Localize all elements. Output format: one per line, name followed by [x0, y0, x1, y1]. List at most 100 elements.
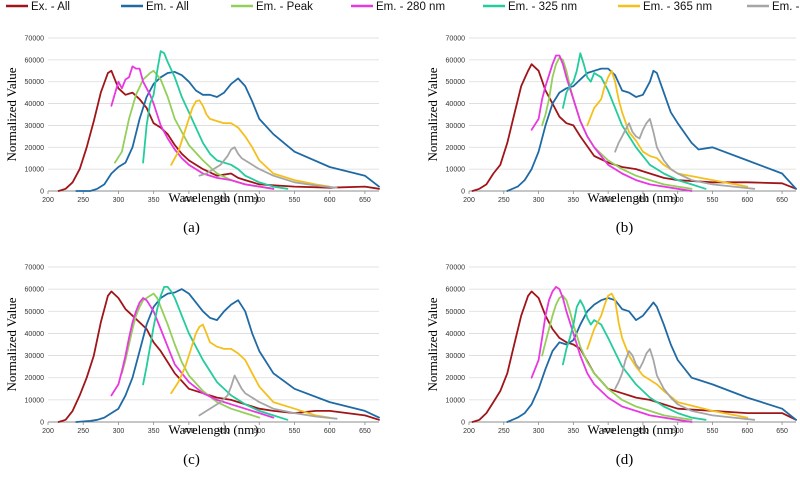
series-line-em-325-nm	[562, 299, 707, 421]
series-group	[471, 52, 797, 192]
x-tick-label: 400	[602, 197, 614, 204]
y-tick-label: 0	[461, 420, 465, 427]
y-tick-label: 30000	[446, 353, 466, 360]
series-line-ex-all	[471, 63, 797, 192]
series-line-em-280-nm	[110, 297, 275, 419]
y-axis-label: Normalized Value	[425, 67, 440, 161]
y-tick-label: 50000	[25, 79, 45, 86]
y-tick-label: 60000	[446, 287, 466, 294]
x-tick-label: 600	[741, 428, 753, 435]
legend-label: Em. - Peak	[256, 1, 313, 13]
x-axis-label: Wavelength (nm)	[168, 422, 258, 437]
x-tick-label: 250	[498, 428, 510, 435]
chart-panel-d: 0 10000 20000 30000 40000 50000 60000 70000 200 2…	[425, 265, 797, 468]
y-tick-label: 30000	[446, 123, 466, 130]
chart-panel-a: 0 10000 20000 30000 40000 50000 60000 70000 200 2…	[4, 36, 380, 236]
x-tick-label: 650	[776, 197, 788, 204]
series-line-em-365-nm	[586, 69, 749, 188]
y-tick-label: 30000	[25, 353, 45, 360]
legend-item-em-280-nm: Em. - 280 nm	[351, 1, 445, 13]
legend-label: Em. - 365 nm	[643, 1, 712, 13]
y-tick-label: 40000	[25, 101, 45, 108]
x-tick-label: 250	[77, 197, 89, 204]
y-tick-label: 20000	[25, 375, 45, 382]
x-tick-label: 450	[218, 428, 230, 435]
y-axis-label: Normalized Value	[4, 297, 19, 391]
y-tick-label: 70000	[25, 36, 45, 43]
x-tick-label: 650	[359, 428, 371, 435]
y-tick-label: 40000	[446, 331, 466, 338]
series-line-em-peak	[541, 294, 693, 421]
series-line-em-325-nm	[142, 50, 289, 190]
y-axis-label: Normalized Value	[425, 297, 440, 391]
series-group	[57, 50, 380, 192]
x-tick-label: 350	[568, 428, 580, 435]
x-tick-label: 350	[148, 197, 160, 204]
x-tick-label: 300	[113, 197, 125, 204]
legend-item-em-365-nm: Em. - 365 nm	[618, 1, 712, 13]
x-tick-label: 300	[533, 428, 545, 435]
y-tick-label: 10000	[446, 397, 466, 404]
x-tick-label: 550	[289, 197, 301, 204]
y-tick-label: 10000	[25, 397, 45, 404]
series-line-em-all	[506, 297, 797, 423]
x-tick-label: 450	[218, 197, 230, 204]
y-tick-label: 40000	[25, 331, 45, 338]
x-tick-label: 200	[463, 428, 475, 435]
y-tick-label: 0	[40, 420, 44, 427]
y-tick-label: 40000	[446, 101, 466, 108]
x-tick-label: 450	[637, 428, 649, 435]
x-tick-label: 650	[359, 197, 371, 204]
series-line-em-280-nm	[110, 65, 275, 190]
legend-item-em-all: Em. - All	[121, 1, 189, 13]
x-tick-label: 350	[148, 428, 160, 435]
y-axis-label: Normalized Value	[4, 67, 19, 161]
y-tick-label: 20000	[446, 145, 466, 152]
y-tick-label: 10000	[446, 167, 466, 174]
y-tick-label: 10000	[25, 167, 45, 174]
series-line-em-365-nm	[170, 323, 331, 419]
x-tick-label: 400	[602, 428, 614, 435]
x-tick-label: 600	[324, 428, 336, 435]
y-tick-label: 50000	[446, 309, 466, 316]
x-tick-label: 500	[672, 428, 684, 435]
x-tick-label: 300	[113, 428, 125, 435]
x-tick-label: 500	[253, 428, 265, 435]
series-line-em-405-nm	[198, 146, 338, 189]
y-tick-label: 70000	[446, 265, 466, 272]
series-line-em-all	[75, 71, 380, 192]
series-line-em-405-nm	[198, 374, 338, 420]
x-tick-label: 200	[463, 197, 475, 204]
legend-label: Ex. - All	[31, 1, 70, 13]
legend-label: Em. - All	[146, 1, 189, 13]
x-tick-label: 400	[183, 428, 195, 435]
x-axis-label: Wavelength (nm)	[587, 190, 677, 205]
x-tick-label: 400	[183, 197, 195, 204]
series-line-em-405-nm	[614, 347, 756, 421]
y-tick-label: 60000	[25, 287, 45, 294]
series-line-ex-all	[471, 290, 797, 423]
legend-label: Em. - 405 nm	[772, 1, 800, 13]
panel-label: (b)	[616, 220, 634, 236]
x-tick-label: 650	[776, 428, 788, 435]
y-tick-label: 0	[40, 189, 44, 196]
legend-item-em-peak: Em. - Peak	[231, 1, 313, 13]
y-tick-label: 20000	[25, 145, 45, 152]
x-tick-label: 550	[289, 428, 301, 435]
x-tick-label: 500	[253, 197, 265, 204]
legend-label: Em. - 325 nm	[508, 1, 577, 13]
x-axis-label: Wavelength (nm)	[587, 422, 677, 437]
y-tick-label: 60000	[446, 57, 466, 64]
series-line-em-365-nm	[170, 99, 331, 188]
series-line-ex-all	[57, 290, 380, 423]
series-line-em-all	[506, 67, 797, 192]
x-tick-label: 600	[324, 197, 336, 204]
y-tick-label: 30000	[25, 123, 45, 130]
x-tick-label: 600	[741, 197, 753, 204]
chart-panel-b: 0 10000 20000 30000 40000 50000 60000 70000 200 2…	[425, 36, 797, 236]
panel-label: (d)	[616, 452, 634, 468]
y-tick-label: 20000	[446, 375, 466, 382]
x-tick-label: 550	[707, 197, 719, 204]
chart-legend: Ex. - All Em. - All Em. - Peak Em. - 280 nm…	[6, 1, 800, 13]
